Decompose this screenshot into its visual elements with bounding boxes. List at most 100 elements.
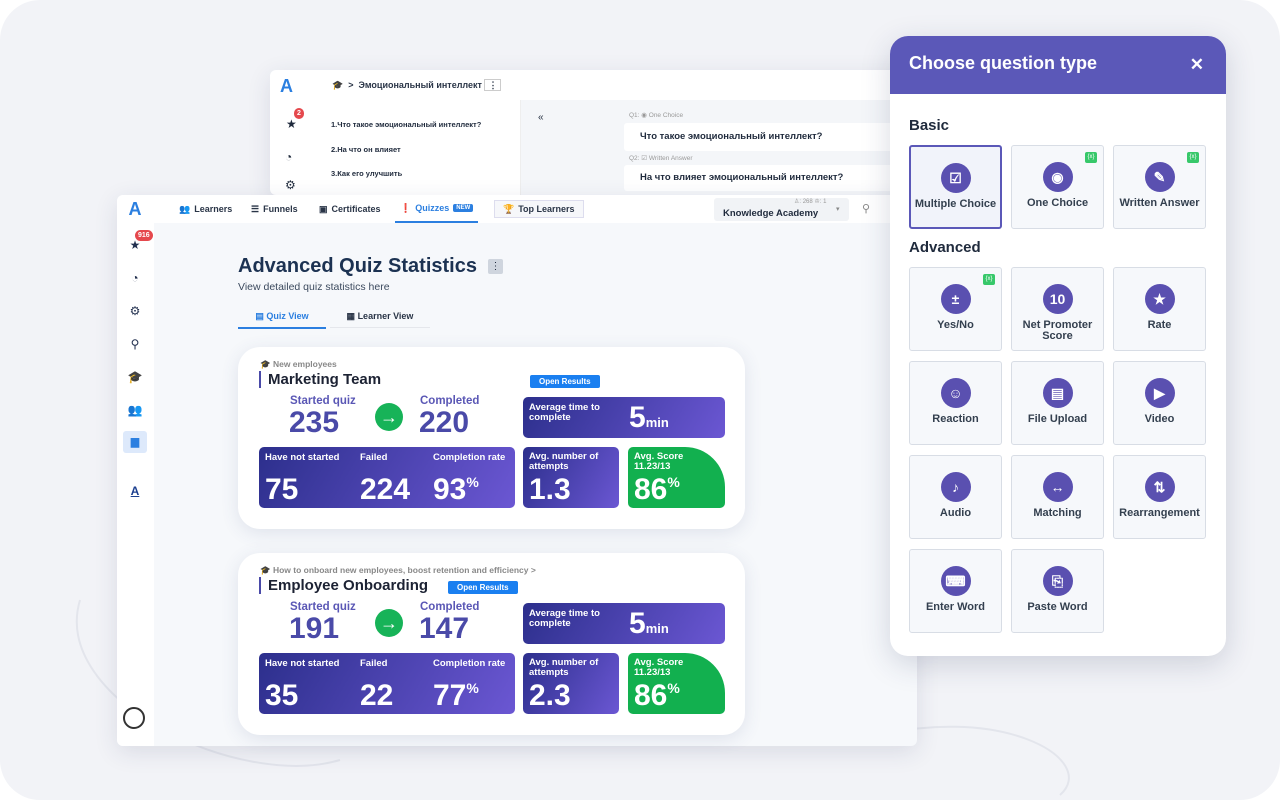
- star-icon[interactable]: ★: [129, 238, 141, 252]
- funnel-icon[interactable]: ⚲: [130, 337, 140, 351]
- question-type-matching[interactable]: ↔ Matching: [1011, 455, 1104, 539]
- card-category: 🎓 New employees: [260, 359, 337, 369]
- tab-label: Quiz View: [266, 311, 309, 321]
- question-type-label: Paste Word: [1027, 601, 1088, 613]
- tile-value: 224: [360, 473, 411, 506]
- stats-icon[interactable]: ▆: [123, 431, 147, 453]
- tab-learner-view[interactable]: ▦ Learner View: [330, 311, 430, 328]
- account-stats: ♙: 268 ♔: 1: [794, 199, 827, 205]
- tab-quizzes[interactable]: ❗ Quizzes NEW: [395, 195, 479, 223]
- quiz-card: 🎓 New employees Marketing Team Open Resu…: [238, 347, 745, 529]
- question-type-label: Matching: [1033, 507, 1082, 519]
- question-type-one-choice[interactable]: ◉ One Choice {x}: [1011, 145, 1104, 229]
- question-type-rate[interactable]: ★ Rate: [1113, 267, 1206, 351]
- question-type-file-upload[interactable]: ▤ File Upload: [1011, 361, 1104, 445]
- tab-certificates[interactable]: ▣ Certificates: [319, 203, 381, 215]
- question-type-written-answer[interactable]: ✎ Written Answer {x}: [1113, 145, 1206, 229]
- section-basic: Basic: [909, 117, 950, 134]
- question-type-multiple-choice[interactable]: ☑ Multiple Choice: [909, 145, 1002, 229]
- users-icon[interactable]: 👥: [127, 403, 143, 417]
- started-value: 191: [289, 612, 340, 645]
- question-type-icon: ↔: [1042, 472, 1073, 502]
- question-type-audio[interactable]: ♪ Audio: [909, 455, 1002, 539]
- arrow-right-icon: →: [375, 609, 403, 637]
- account-name: Knowledge Academy: [723, 208, 819, 219]
- tab-quiz-view[interactable]: ▤ Quiz View: [238, 311, 326, 329]
- tab-label: Quizzes: [415, 203, 450, 213]
- breadcrumb[interactable]: 🎓 > Эмоциональный интеллект ⋮: [332, 79, 502, 91]
- question-meta: Q2: ☑ Written Answer: [629, 155, 693, 162]
- completed-label: Completed: [420, 395, 480, 407]
- close-icon[interactable]: ✕: [1189, 55, 1204, 74]
- question-type-label: Rearrangement: [1119, 507, 1200, 519]
- question-type-reaction[interactable]: ☺ Reaction: [909, 361, 1002, 445]
- tile-label: Avg. number of attempts: [529, 451, 599, 472]
- sidebar: A ★ 916 ◔ ⚙ ⚲ 🎓 👥 ▆ A: [117, 195, 154, 746]
- academy-icon[interactable]: A: [130, 484, 140, 498]
- notification-badge: 2: [294, 108, 304, 119]
- tile-value: 22: [360, 679, 394, 712]
- gauge-icon[interactable]: ◔: [285, 150, 293, 164]
- gear-icon[interactable]: ⚙: [285, 178, 296, 192]
- tile-value: 86: [634, 473, 668, 506]
- new-badge: NEW: [453, 204, 474, 212]
- back-window: A 🎓 > Эмоциональный интеллект ⋮ ★ 2 ◔ ⚙ …: [270, 70, 910, 195]
- question-type-label: One Choice: [1026, 197, 1089, 209]
- question-type-video[interactable]: ▶ Video: [1113, 361, 1206, 445]
- category-label: New employees: [272, 359, 337, 369]
- outline-item[interactable]: 1.Что такое эмоциональный интеллект?: [331, 120, 482, 129]
- tab-funnels[interactable]: ☰ Funnels: [251, 203, 298, 215]
- started-label: Started quiz: [290, 601, 356, 613]
- card-title: Employee Onboarding: [259, 577, 428, 594]
- open-results-button[interactable]: Open Results: [448, 581, 518, 594]
- avg-score-tile: Avg. Score 11.23/13 86%: [628, 447, 725, 508]
- arrow-right-icon: →: [375, 403, 403, 431]
- more-icon[interactable]: ⋮: [488, 259, 503, 274]
- question-type-label: Multiple Choice: [914, 198, 997, 210]
- open-results-button[interactable]: Open Results: [530, 375, 600, 388]
- avg-score-tile: Avg. Score 11.23/13 86%: [628, 653, 725, 714]
- star-icon[interactable]: ★: [286, 117, 297, 131]
- question-meta: Q1: ◉ One Choice: [629, 112, 684, 119]
- question-type-icon: 10: [1042, 284, 1073, 314]
- question-type-label: Rate: [1147, 319, 1172, 331]
- percent-sign: %: [667, 474, 680, 490]
- outline-item[interactable]: 3.Как его улучшить: [331, 169, 403, 178]
- question-card[interactable]: Что такое эмоциональный интеллект?: [624, 123, 910, 151]
- tile-value: 75: [265, 473, 299, 506]
- gauge-icon[interactable]: ◔: [131, 271, 139, 285]
- question-type-icon: ☺: [940, 378, 971, 408]
- question-type-icon: ⇅: [1144, 472, 1175, 502]
- graduation-icon[interactable]: 🎓: [127, 370, 143, 384]
- variable-badge-icon: {x}: [1085, 152, 1097, 163]
- completed-value: 220: [419, 406, 470, 439]
- attempts-tile: Avg. number of attempts 1.3: [523, 447, 619, 508]
- account-selector[interactable]: ♙: 268 ♔: 1 Knowledge Academy ▾: [714, 198, 849, 221]
- question-type-net-promoter-score[interactable]: 10 Net Promoter Score: [1011, 267, 1104, 351]
- outline-item[interactable]: 2.На что он влияет: [331, 145, 401, 154]
- question-type-paste-word[interactable]: ⎘ Paste Word: [1011, 549, 1104, 633]
- tile-label: Failed: [360, 658, 388, 669]
- question-type-label: Enter Word: [925, 601, 986, 613]
- top-learners-button[interactable]: 🏆 Top Learners: [494, 200, 584, 218]
- question-type-rearrangement[interactable]: ⇅ Rearrangement: [1113, 455, 1206, 539]
- question-type-icon: ★: [1144, 284, 1175, 314]
- question-type-icon: ♪: [940, 472, 971, 502]
- question-type-yes-no[interactable]: ± Yes/No {x}: [909, 267, 1002, 351]
- collapse-icon[interactable]: «: [538, 112, 544, 123]
- percent-sign: %: [466, 680, 479, 696]
- button-label: Top Learners: [518, 204, 575, 214]
- tab-learners[interactable]: 👥 Learners: [179, 203, 233, 215]
- category-label: How to onboard new employees, boost rete…: [272, 565, 536, 575]
- question-type-label: Net Promoter Score: [1022, 319, 1093, 342]
- tile-unit: min: [645, 621, 669, 636]
- avatar[interactable]: [123, 707, 145, 729]
- question-type-enter-word[interactable]: ⌨ Enter Word: [909, 549, 1002, 633]
- search-icon[interactable]: ⚲: [862, 203, 871, 215]
- choose-question-type-modal: Choose question type ✕ Basic Advanced ☑ M…: [890, 36, 1226, 656]
- attempts-tile: Avg. number of attempts 2.3: [523, 653, 619, 714]
- percent-sign: %: [667, 680, 680, 696]
- gear-icon[interactable]: ⚙: [129, 304, 141, 318]
- question-card[interactable]: На что влияет эмоциональный интеллект?: [624, 165, 910, 191]
- breadcrumb-label: Эмоциональный интеллект: [358, 80, 482, 90]
